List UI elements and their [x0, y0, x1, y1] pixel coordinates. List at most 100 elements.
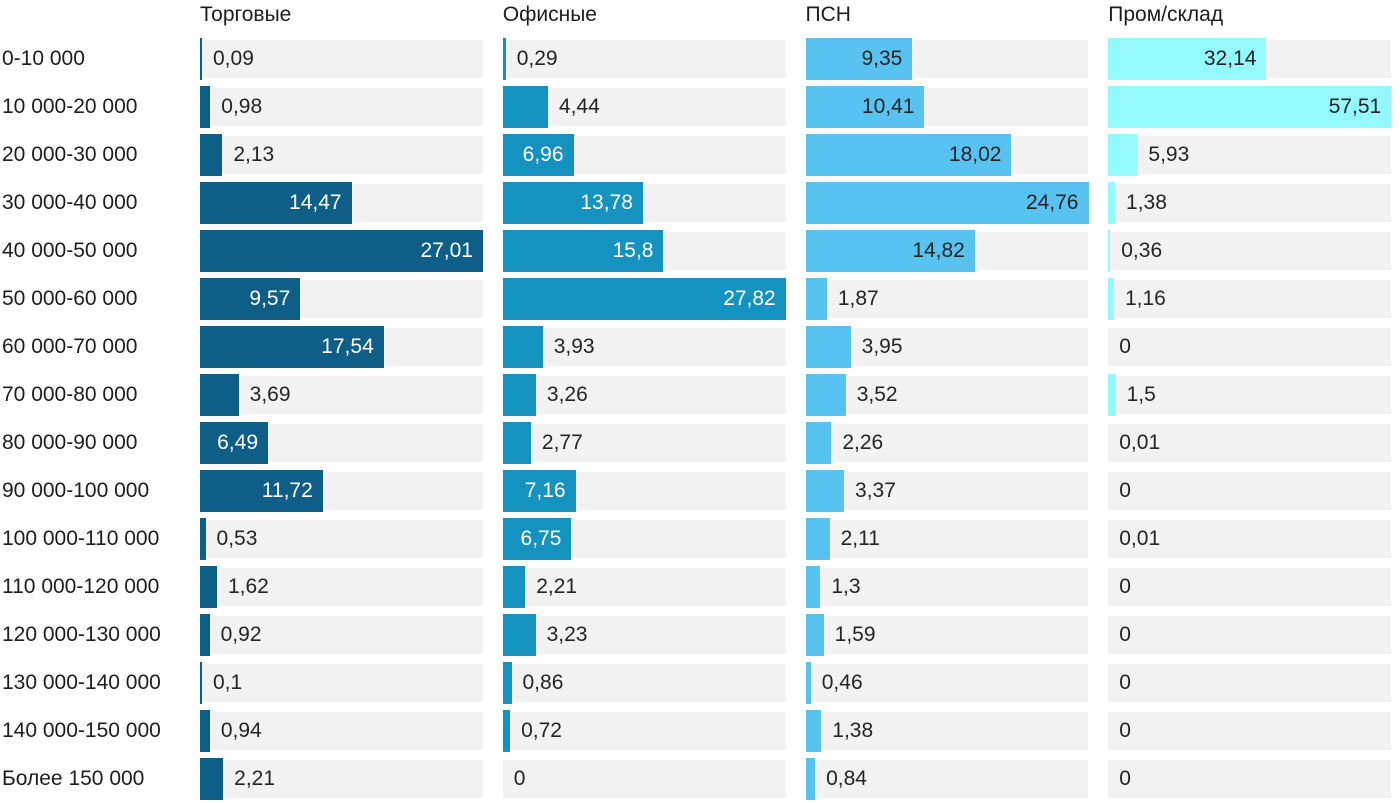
bar-value-label: 0,29	[516, 47, 558, 70]
bar-cell: 0,86	[502, 659, 786, 707]
bar-value-label: 0,53	[216, 527, 258, 550]
row-label: 90 000-100 000	[2, 479, 150, 502]
bar-cell: 1,3	[805, 563, 1089, 611]
bar-value-label: 5,93	[1148, 143, 1190, 166]
bar-track	[1108, 184, 1391, 222]
bar-value-label: 0,09	[213, 47, 254, 70]
bar-track	[805, 664, 1089, 702]
series-header-1: Торговые	[200, 3, 292, 26]
bar	[805, 38, 913, 80]
bar-value-label: 1,38	[832, 719, 874, 742]
bar-value-label: 2,21	[234, 767, 276, 790]
bar	[805, 518, 830, 560]
bar-track	[502, 328, 786, 366]
bar	[1108, 374, 1116, 416]
bar-value-label: 15,8	[612, 239, 654, 262]
bar	[805, 182, 1089, 224]
bar-value-label: 2,13	[233, 143, 275, 166]
bar	[502, 662, 512, 704]
bar	[200, 614, 210, 656]
row-label: 70 000-80 000	[2, 383, 138, 406]
bar-cell: 0,84	[805, 755, 1089, 803]
row-label: 50 000-60 000	[2, 287, 138, 310]
bar	[805, 566, 821, 608]
bar-cell: 0,1	[200, 659, 483, 707]
bar-value-label: 6,75	[520, 527, 562, 550]
bar-cell: 0,09	[200, 35, 483, 83]
bar-value-label: 14,47	[289, 191, 342, 214]
bar-value-label: 9,57	[249, 287, 291, 310]
bar-cell: 0	[1108, 659, 1391, 707]
bar-cell: 3,52	[805, 371, 1089, 419]
row-label: 20 000-30 000	[2, 143, 138, 166]
bar	[502, 518, 572, 560]
header-spacer	[0, 0, 180, 35]
bar	[200, 710, 210, 752]
bar-track	[200, 760, 483, 798]
bar-cell: 2,21	[502, 563, 786, 611]
bar-value-label: 0,94	[220, 719, 262, 742]
bar	[1108, 134, 1138, 176]
bar-cell: 3,95	[805, 323, 1089, 371]
bar-cell: 0	[1108, 611, 1391, 659]
bar-track	[502, 664, 786, 702]
row-label: 30 000-40 000	[2, 191, 138, 214]
bar-cell: 27,01	[200, 227, 483, 275]
bar-track	[1108, 712, 1391, 750]
bar-track	[200, 88, 483, 126]
bar	[200, 230, 483, 272]
bar-cell: 13,78	[502, 179, 786, 227]
bar	[805, 422, 832, 464]
bar-cell: 15,8	[502, 227, 786, 275]
bar-track	[502, 616, 786, 654]
bar	[805, 134, 1012, 176]
bar-value-label: 0,98	[221, 95, 263, 118]
bar-track	[1108, 424, 1391, 462]
bar-cell: 6,96	[502, 131, 786, 179]
bar	[1108, 278, 1114, 320]
bar-track	[200, 376, 483, 414]
bar	[502, 278, 786, 320]
bar	[200, 326, 384, 368]
bar-cell: 3,69	[200, 371, 483, 419]
bar-cell: 0,36	[1108, 227, 1391, 275]
bar-value-label: 7,16	[524, 479, 566, 502]
bar-cell: 2,11	[805, 515, 1089, 563]
bar-value-label: 0	[1119, 767, 1131, 790]
bar	[1108, 86, 1392, 128]
bar-value-label: 32,14	[1203, 47, 1257, 70]
bar	[502, 86, 548, 128]
bar-cell: 2,77	[502, 419, 786, 467]
bar-track	[805, 616, 1089, 654]
bar-track	[805, 568, 1089, 606]
bar-cell: 2,26	[805, 419, 1089, 467]
bar-value-label: 0,84	[826, 767, 867, 790]
bar-value-label: 13,78	[580, 191, 633, 214]
bar-value-label: 2,21	[536, 575, 578, 598]
bar-cell: 1,62	[200, 563, 483, 611]
bar-cell: 0,94	[200, 707, 483, 755]
bar-track	[1108, 664, 1391, 702]
bar-value-label: 57,51	[1328, 95, 1382, 118]
bar-track	[1108, 760, 1391, 798]
bar-value-label: 0,46	[821, 671, 863, 694]
bar	[502, 422, 531, 464]
bar-cell: 0,98	[200, 83, 483, 131]
bar	[805, 374, 846, 416]
row-label: 10 000-20 000	[2, 95, 138, 118]
bar	[200, 566, 217, 608]
bar	[502, 182, 643, 224]
bar-track	[805, 712, 1089, 750]
bar-cell: 1,59	[805, 611, 1089, 659]
bar-track	[502, 40, 786, 78]
bar-cell: 0	[1108, 755, 1391, 803]
bar-value-label: 0	[1119, 335, 1131, 358]
bar-cell: 3,23	[502, 611, 786, 659]
bar-cell: 57,51	[1108, 83, 1392, 131]
bar	[805, 86, 925, 128]
bar-track	[200, 520, 483, 558]
row-label: 40 000-50 000	[2, 239, 138, 262]
bar	[200, 374, 239, 416]
bar-value-label: 0	[1119, 575, 1131, 598]
row-label: 80 000-90 000	[2, 431, 138, 454]
